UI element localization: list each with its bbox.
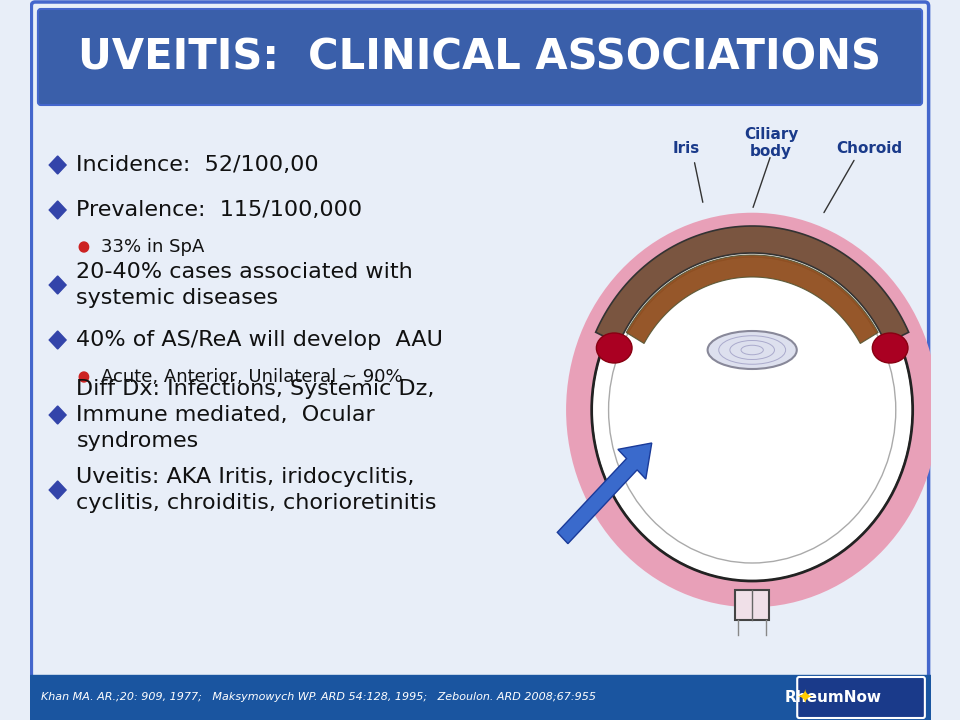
Polygon shape: [49, 331, 66, 349]
Circle shape: [593, 241, 911, 579]
Polygon shape: [49, 276, 66, 294]
Text: UVEITIS:  CLINICAL ASSOCIATIONS: UVEITIS: CLINICAL ASSOCIATIONS: [79, 36, 881, 78]
Polygon shape: [595, 226, 909, 343]
Polygon shape: [626, 255, 878, 343]
FancyBboxPatch shape: [32, 2, 928, 718]
Circle shape: [591, 239, 913, 581]
Text: Khan MA. AR.;20: 909, 1977;   Maksymowych WP. ARD 54:128, 1995;   Zeboulon. ARD : Khan MA. AR.;20: 909, 1977; Maksymowych …: [40, 692, 596, 702]
Text: Ciliary
body: Ciliary body: [744, 127, 798, 159]
Circle shape: [80, 242, 88, 252]
FancyBboxPatch shape: [797, 677, 924, 718]
Circle shape: [80, 372, 88, 382]
Text: Choroid: Choroid: [836, 140, 902, 156]
Text: Acute, Anterior, Unilateral ~ 90%: Acute, Anterior, Unilateral ~ 90%: [101, 368, 402, 386]
Polygon shape: [49, 481, 66, 499]
FancyArrow shape: [558, 443, 652, 544]
Polygon shape: [49, 156, 66, 174]
Ellipse shape: [708, 331, 797, 369]
Text: RheumNow: RheumNow: [784, 690, 881, 704]
Text: 40% of AS/ReA will develop  AAU: 40% of AS/ReA will develop AAU: [77, 330, 444, 350]
Ellipse shape: [873, 333, 908, 363]
Bar: [30, 675, 930, 720]
Text: Iris: Iris: [673, 140, 700, 156]
Text: Incidence:  52/100,00: Incidence: 52/100,00: [77, 155, 319, 175]
Polygon shape: [49, 201, 66, 219]
FancyBboxPatch shape: [38, 9, 922, 105]
Text: Uveitis: AKA Iritis, iridocyclitis,
cyclitis, chroiditis, chorioretinitis: Uveitis: AKA Iritis, iridocyclitis, cycl…: [77, 467, 437, 513]
Text: Prevalence:  115/100,000: Prevalence: 115/100,000: [77, 200, 363, 220]
Text: 33% in SpA: 33% in SpA: [101, 238, 204, 256]
Bar: [735, 590, 769, 620]
Ellipse shape: [596, 333, 632, 363]
Text: ✦: ✦: [797, 688, 813, 706]
Polygon shape: [49, 406, 66, 424]
Circle shape: [579, 225, 925, 595]
Text: 20-40% cases associated with
systemic diseases: 20-40% cases associated with systemic di…: [77, 262, 413, 308]
Text: Diff Dx: Infections, Systemic Dz,
Immune mediated,  Ocular
syndromes: Diff Dx: Infections, Systemic Dz, Immune…: [77, 379, 435, 451]
